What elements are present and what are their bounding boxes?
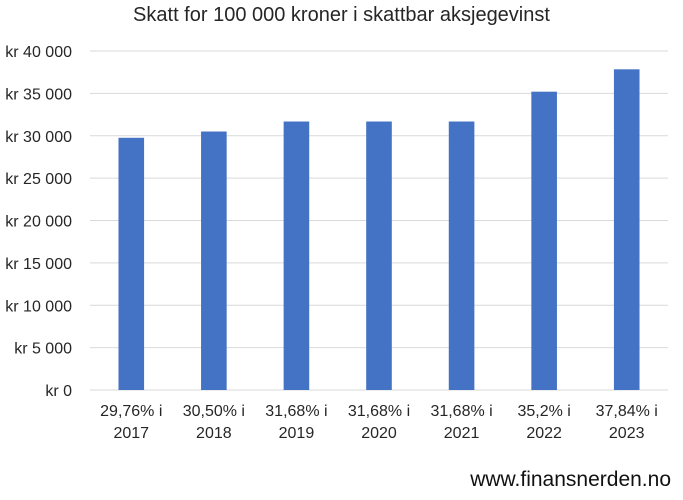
y-tick-label: kr 10 000 xyxy=(5,298,72,315)
bar xyxy=(283,121,310,391)
x-tick-label: 2020 xyxy=(361,425,397,442)
x-tick-label: 29,76% i xyxy=(100,403,162,420)
bar xyxy=(201,131,227,390)
x-tick-label: 2021 xyxy=(444,425,480,442)
y-tick-label: kr 25 000 xyxy=(5,171,72,188)
x-tick-label: 31,68% i xyxy=(348,403,410,420)
y-tick-label: kr 15 000 xyxy=(5,256,72,273)
bar xyxy=(531,91,557,391)
bar xyxy=(448,121,475,391)
y-tick-label: kr 30 000 xyxy=(5,129,72,146)
x-tick-label: 2022 xyxy=(526,425,562,442)
y-tick-label: kr 20 000 xyxy=(5,214,72,231)
y-tick-label: kr 0 xyxy=(45,383,72,400)
x-tick-label: 37,84% i xyxy=(596,403,658,420)
chart-title: Skatt for 100 000 kroner i skattbar aksj… xyxy=(133,4,550,26)
x-tick-label: 2019 xyxy=(279,425,315,442)
bar xyxy=(613,69,640,390)
bar xyxy=(118,137,145,390)
y-tick-label: kr 5 000 xyxy=(14,341,72,358)
x-tick-label: 35,2% i xyxy=(517,403,570,420)
x-tick-label: 2018 xyxy=(196,425,232,442)
x-tick-label: 31,68% i xyxy=(430,403,492,420)
bar xyxy=(366,121,392,391)
y-tick-label: kr 40 000 xyxy=(5,44,72,61)
footer-url: www.finansnerden.no xyxy=(470,468,671,491)
x-tick-label: 2023 xyxy=(609,425,645,442)
y-tick-label: kr 35 000 xyxy=(5,86,72,103)
x-tick-label: 2017 xyxy=(113,425,149,442)
x-tick-label: 30,50% i xyxy=(183,403,245,420)
x-tick-label: 31,68% i xyxy=(265,403,327,420)
